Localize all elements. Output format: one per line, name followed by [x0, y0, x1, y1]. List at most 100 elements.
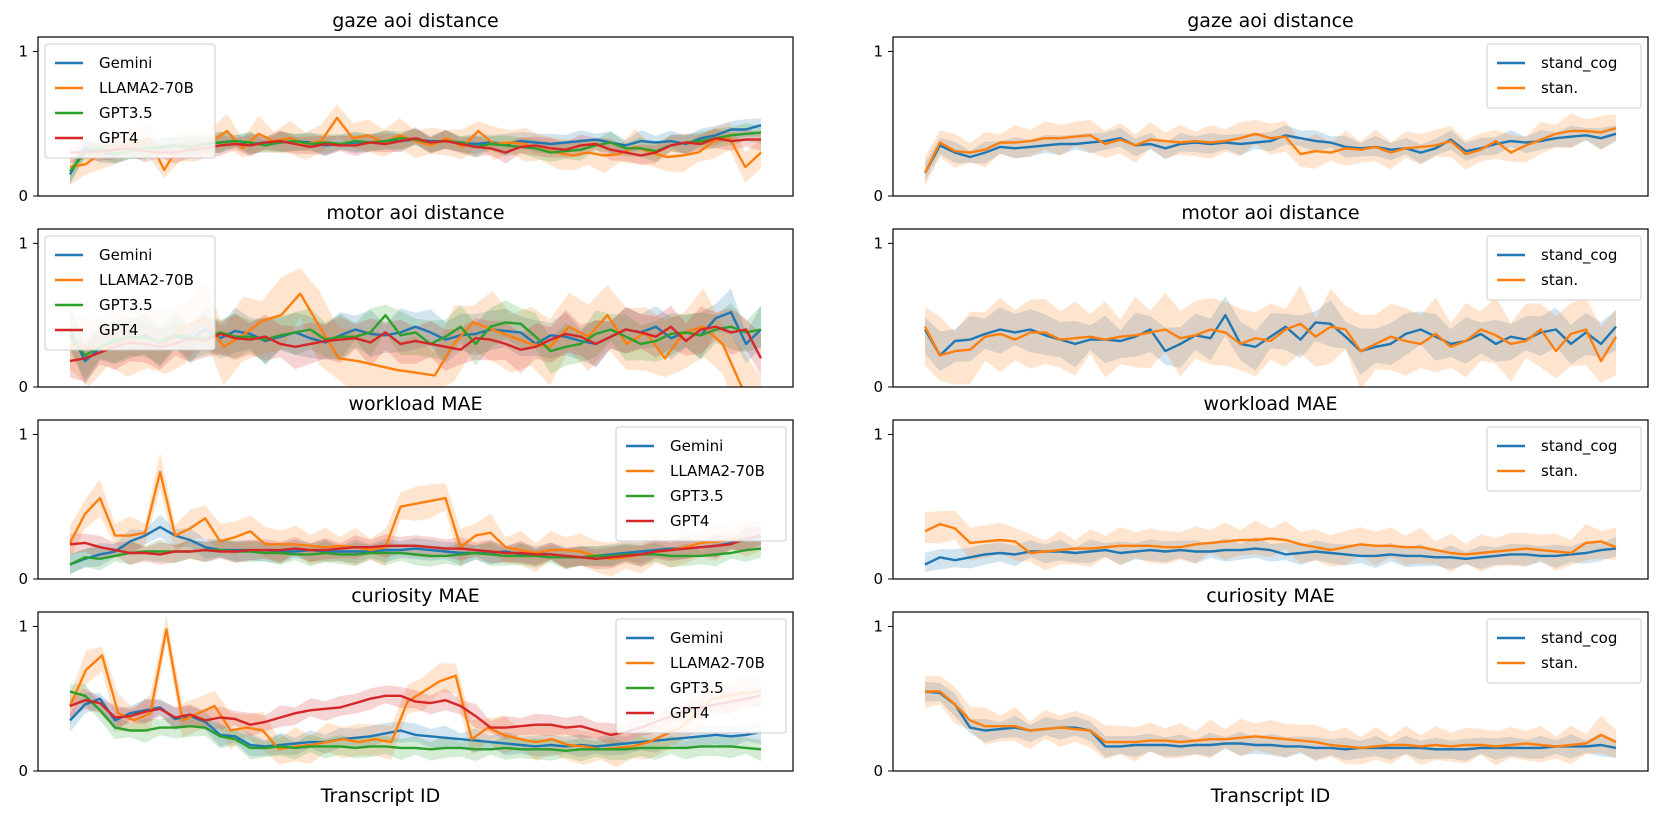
y-tick-label: 0	[873, 378, 883, 396]
axes-frame	[37, 36, 794, 197]
series-line	[925, 690, 1617, 750]
confidence-band	[70, 452, 761, 577]
plot-area	[68, 452, 762, 577]
legend-label: GPT4	[99, 321, 138, 339]
subplot-7: curiosity MAE 0 1 Gemini LLAMA2-70B GPT3.5 GPT…	[18, 585, 794, 807]
legend-label: LLAMA2-70B	[670, 654, 765, 672]
legend-label: GPT3.5	[670, 679, 724, 697]
confidence-band	[70, 305, 761, 383]
axes-frame	[37, 419, 794, 580]
legend-label: GPT3.5	[670, 487, 724, 505]
legend-box	[615, 618, 787, 734]
x-axis-label: Transcript ID	[1210, 785, 1331, 807]
plot-area	[923, 113, 1617, 186]
series-line	[923, 132, 1617, 174]
legend-label: Gemini	[99, 54, 152, 72]
series-line	[924, 522, 1617, 556]
subplot-6: workload MAE 0 1 stand_cog stan.	[873, 393, 1649, 588]
plot-area	[68, 615, 762, 768]
axes-frame	[892, 36, 1649, 197]
y-tick-label: 0	[18, 378, 28, 396]
axes-frame	[892, 611, 1649, 772]
confidence-band	[70, 127, 761, 165]
legend: stand_cog stan.	[1486, 43, 1642, 109]
plot-area	[68, 268, 763, 387]
y-tick-label: 1	[873, 617, 883, 635]
plot-area	[924, 510, 1617, 573]
legend-label: stan.	[1541, 462, 1578, 480]
x-axis-label: Transcript ID	[320, 785, 441, 807]
axes-frame	[892, 228, 1649, 388]
y-tick-label: 0	[18, 570, 28, 588]
confidence-band	[925, 675, 1616, 766]
subplot-title: workload MAE	[1203, 393, 1337, 415]
legend-box	[1486, 426, 1642, 492]
plot-area	[924, 675, 1617, 766]
y-tick-label: 0	[18, 762, 28, 780]
subplot-title: motor aoi distance	[1181, 202, 1359, 224]
legend-label: GPT4	[670, 512, 709, 530]
legend-label: stand_cog	[1541, 629, 1617, 648]
y-tick-label: 1	[873, 234, 883, 252]
subplot-5: workload MAE 0 1 Gemini LLAMA2-70B GPT3.5 GPT4	[18, 393, 794, 588]
legend-box	[1486, 235, 1642, 301]
y-tick-label: 1	[18, 617, 28, 635]
series-line	[68, 628, 762, 751]
subplot-title: curiosity MAE	[1206, 585, 1335, 607]
axes-frame	[37, 611, 794, 772]
confidence-band	[925, 113, 1616, 186]
subplot-8: curiosity MAE 0 1 stand_cog stan. Transcript …	[873, 585, 1649, 807]
legend-label: stand_cog	[1541, 437, 1617, 456]
legend-label: Gemini	[670, 437, 723, 455]
legend: stand_cog stan.	[1486, 426, 1642, 492]
legend-label: GPT3.5	[99, 296, 153, 314]
confidence-band	[70, 123, 761, 183]
legend-label: LLAMA2-70B	[670, 462, 765, 480]
legend-box	[1486, 43, 1642, 109]
confidence-band	[925, 681, 1616, 761]
series-line	[69, 534, 762, 560]
legend: Gemini LLAMA2-70B GPT3.5 GPT4	[615, 426, 787, 542]
subplot-title: workload MAE	[348, 393, 482, 415]
legend-label: stan.	[1541, 271, 1578, 289]
y-tick-label: 1	[18, 425, 28, 443]
legend-label: GPT3.5	[99, 104, 153, 122]
y-tick-label: 1	[18, 234, 28, 252]
confidence-band	[70, 538, 761, 575]
series-line	[923, 126, 1617, 174]
legend-label: LLAMA2-70B	[99, 79, 194, 97]
confidence-band	[70, 118, 761, 186]
legend-label: stand_cog	[1541, 246, 1617, 265]
axes-frame	[37, 228, 794, 388]
legend-label: GPT4	[670, 704, 709, 722]
confidence-band	[70, 104, 761, 185]
legend-label: LLAMA2-70B	[99, 271, 194, 289]
subplot-title: gaze aoi distance	[332, 10, 499, 32]
confidence-band	[925, 536, 1616, 572]
subplot-title: gaze aoi distance	[1187, 10, 1354, 32]
subplot-4: motor aoi distance 0 1 stand_cog stan.	[873, 202, 1649, 396]
confidence-band	[70, 514, 761, 575]
y-tick-label: 0	[873, 187, 883, 205]
y-tick-label: 0	[873, 570, 883, 588]
subplot-title: motor aoi distance	[326, 202, 504, 224]
axes-frame	[892, 419, 1649, 580]
y-tick-label: 0	[18, 187, 28, 205]
legend: Gemini LLAMA2-70B GPT3.5 GPT4	[615, 618, 787, 734]
legend: stand_cog stan.	[1486, 235, 1642, 301]
legend-box	[615, 426, 787, 542]
y-tick-label: 1	[873, 42, 883, 60]
legend: Gemini LLAMA2-70B GPT3.5 GPT4	[44, 43, 216, 159]
series-line	[69, 690, 762, 752]
confidence-band	[925, 510, 1616, 573]
legend-box	[1486, 618, 1642, 684]
legend-box	[44, 43, 216, 159]
legend-label: stan.	[1541, 654, 1578, 672]
y-tick-label: 1	[18, 42, 28, 60]
legend-label: Gemini	[99, 246, 152, 264]
legend-label: stand_cog	[1541, 54, 1617, 73]
confidence-band	[70, 268, 761, 387]
legend-label: stan.	[1541, 79, 1578, 97]
subplot-title: curiosity MAE	[351, 585, 480, 607]
confidence-band	[70, 685, 761, 746]
